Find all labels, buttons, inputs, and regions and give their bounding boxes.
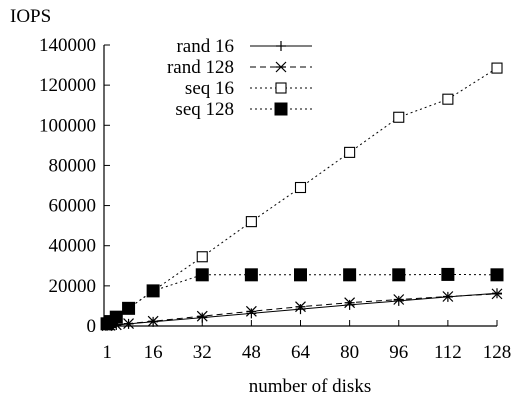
data-point-seq-128 <box>109 310 123 324</box>
data-point-rand-128 <box>442 291 454 302</box>
data-point-rand-128 <box>147 315 159 327</box>
x-tick-label: 128 <box>483 342 512 363</box>
data-point-rand-128 <box>123 318 134 330</box>
data-point-seq-128 <box>490 268 504 282</box>
legend-label: rand 128 <box>167 57 234 78</box>
data-point-seq-128 <box>195 268 209 282</box>
y-tick-label: 120000 <box>39 75 96 96</box>
x-axis-label: number of disks <box>249 376 371 397</box>
data-point-seq-128 <box>294 268 307 282</box>
data-point-rand-128 <box>344 297 356 309</box>
y-tick-label: 140000 <box>39 35 96 56</box>
data-point-rand-128 <box>196 310 208 322</box>
data-point-rand-128 <box>245 305 257 317</box>
data-point-seq-16 <box>442 93 454 105</box>
series-line-seq-16 <box>106 67 498 325</box>
x-tick-label: 80 <box>340 342 359 363</box>
y-tick-label: 60000 <box>49 196 97 217</box>
y-tick-label: 80000 <box>49 155 97 176</box>
data-point-seq-16 <box>294 181 307 194</box>
data-point-rand-16 <box>197 312 208 323</box>
legend-label: seq 128 <box>175 99 234 120</box>
series-line-rand-128 <box>107 293 498 327</box>
y-tick-label: 100000 <box>39 115 96 136</box>
legend-marker <box>275 61 287 73</box>
data-point-seq-16 <box>245 216 257 228</box>
x-tick-label: 1 <box>102 342 112 363</box>
data-point-rand-128 <box>295 301 306 313</box>
data-point-seq-128 <box>392 268 406 282</box>
series-markers <box>100 62 504 332</box>
data-point-seq-16 <box>344 146 356 158</box>
ticks: 0 20000 40000 60000 80000 100000 120000 140000 1… <box>39 35 511 363</box>
legend-label: rand 16 <box>176 36 234 57</box>
y-tick-label: 40000 <box>49 236 97 257</box>
data-point-rand-16 <box>246 308 257 319</box>
legend-marker <box>276 41 286 51</box>
data-point-seq-128 <box>343 268 357 282</box>
data-point-seq-128 <box>244 268 258 282</box>
data-point-rand-16 <box>295 304 306 315</box>
data-point-seq-16 <box>393 111 405 123</box>
data-point-seq-16 <box>491 62 503 74</box>
data-point-rand-128 <box>393 294 405 305</box>
data-point-seq-128 <box>441 267 455 281</box>
y-tick-label: 20000 <box>49 276 97 297</box>
data-point-seq-128 <box>146 284 160 298</box>
x-tick-label: 96 <box>389 342 408 363</box>
y-tick-label: 0 <box>87 316 97 337</box>
y-axis-label: IOPS <box>10 6 51 27</box>
legend-marker <box>274 102 288 116</box>
x-tick-label: 16 <box>144 342 163 363</box>
legend-marker <box>275 82 287 94</box>
x-tick-label: 48 <box>242 342 261 363</box>
data-point-rand-128 <box>491 288 503 300</box>
x-tick-label: 64 <box>291 342 311 363</box>
legend-label: seq 16 <box>185 78 234 99</box>
data-point-rand-16 <box>393 295 404 306</box>
data-point-rand-16 <box>344 299 355 310</box>
data-point-seq-128 <box>122 301 136 315</box>
series-lines <box>106 67 498 327</box>
data-point-seq-16 <box>196 251 208 263</box>
x-tick-label: 32 <box>193 342 212 363</box>
x-tick-label: 112 <box>434 342 462 363</box>
